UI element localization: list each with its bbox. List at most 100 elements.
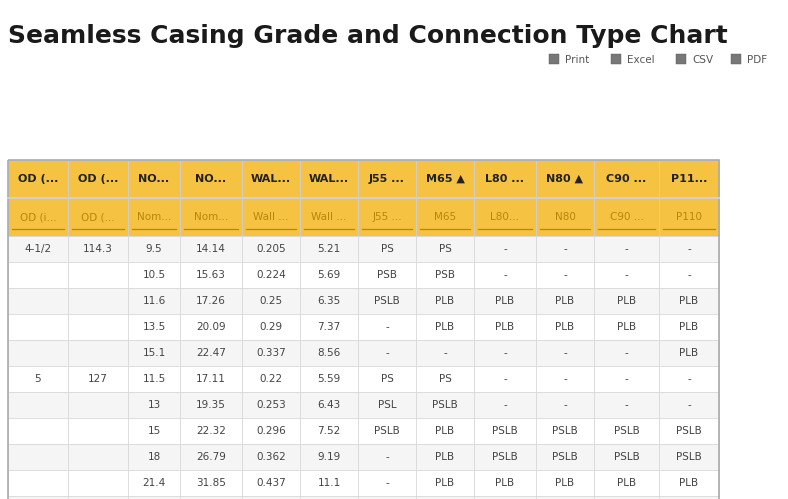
Bar [68, 444, 128, 470]
Text: 13: 13 [147, 400, 161, 410]
Bar [659, 392, 719, 418]
Bar [8, 444, 68, 470]
Text: PSLB: PSLB [492, 426, 518, 436]
Bar [300, 314, 358, 340]
Bar [358, 418, 416, 444]
Text: PLB: PLB [436, 426, 455, 436]
Bar [300, 496, 358, 499]
Text: -: - [625, 348, 628, 358]
Bar [8, 198, 68, 236]
Bar [594, 314, 659, 340]
Text: PLB: PLB [617, 322, 636, 332]
Bar [536, 262, 594, 288]
Text: 21.4: 21.4 [143, 478, 165, 488]
Text: 0.253: 0.253 [256, 400, 286, 410]
Bar [128, 366, 180, 392]
Text: CSV: CSV [692, 55, 713, 65]
Bar [8, 160, 719, 499]
Bar [594, 198, 659, 236]
Bar [659, 340, 719, 366]
Bar [474, 366, 536, 392]
Bar [358, 314, 416, 340]
Bar [474, 198, 536, 236]
Bar [659, 314, 719, 340]
Text: -: - [385, 322, 388, 332]
Bar [180, 444, 242, 470]
Text: -: - [443, 348, 447, 358]
Bar [300, 198, 358, 236]
Text: -: - [625, 374, 628, 384]
Bar [536, 470, 594, 496]
Text: OD (...: OD (... [18, 174, 58, 184]
Text: 5.21: 5.21 [318, 244, 340, 254]
Bar [300, 392, 358, 418]
Bar [659, 236, 719, 262]
Text: PLB: PLB [556, 296, 574, 306]
Bar [536, 392, 594, 418]
Bar [536, 288, 594, 314]
Text: 22.32: 22.32 [196, 426, 226, 436]
Text: P110: P110 [676, 212, 702, 222]
Bar [300, 418, 358, 444]
Bar [474, 444, 536, 470]
Bar [242, 418, 300, 444]
Bar [128, 198, 180, 236]
Text: PLB: PLB [436, 296, 455, 306]
Bar [358, 392, 416, 418]
Bar [358, 470, 416, 496]
Bar [358, 160, 416, 198]
Text: 5.59: 5.59 [318, 374, 340, 384]
Text: PLB: PLB [679, 478, 699, 488]
Bar [180, 198, 242, 236]
Bar [8, 418, 68, 444]
Bar [8, 262, 68, 288]
Bar [300, 160, 358, 198]
Text: 20.09: 20.09 [196, 322, 226, 332]
Text: 0.224: 0.224 [256, 270, 286, 280]
Bar [474, 392, 536, 418]
Bar [416, 160, 474, 198]
Text: 17.26: 17.26 [196, 296, 226, 306]
Text: -: - [503, 374, 507, 384]
Bar [358, 236, 416, 262]
Bar [594, 470, 659, 496]
Bar [242, 236, 300, 262]
Bar [8, 366, 68, 392]
Bar [8, 392, 68, 418]
Text: Nom...: Nom... [137, 212, 171, 222]
Text: PLB: PLB [496, 296, 515, 306]
Bar [180, 160, 242, 198]
Bar [358, 496, 416, 499]
Text: PSLB: PSLB [676, 426, 702, 436]
Text: N80 ▲: N80 ▲ [547, 174, 583, 184]
Text: -: - [385, 348, 388, 358]
Bar [180, 418, 242, 444]
Bar [68, 288, 128, 314]
Text: 7.52: 7.52 [318, 426, 340, 436]
Bar [180, 470, 242, 496]
Bar [416, 496, 474, 499]
Bar [8, 314, 68, 340]
Bar [536, 198, 594, 236]
Bar [242, 366, 300, 392]
Text: PS: PS [381, 244, 393, 254]
Text: 19.35: 19.35 [196, 400, 226, 410]
Bar [659, 198, 719, 236]
Text: PLB: PLB [679, 348, 699, 358]
Bar [180, 262, 242, 288]
Bar [68, 366, 128, 392]
Bar [659, 444, 719, 470]
Bar [300, 444, 358, 470]
Bar [536, 340, 594, 366]
Bar [416, 340, 474, 366]
Bar [8, 470, 68, 496]
Bar [358, 340, 416, 366]
Bar [242, 470, 300, 496]
Bar [242, 288, 300, 314]
Text: -: - [563, 348, 567, 358]
Bar [8, 160, 68, 198]
Text: 5.69: 5.69 [318, 270, 340, 280]
Text: 0.205: 0.205 [256, 244, 286, 254]
Text: 5: 5 [35, 374, 41, 384]
Bar [300, 262, 358, 288]
